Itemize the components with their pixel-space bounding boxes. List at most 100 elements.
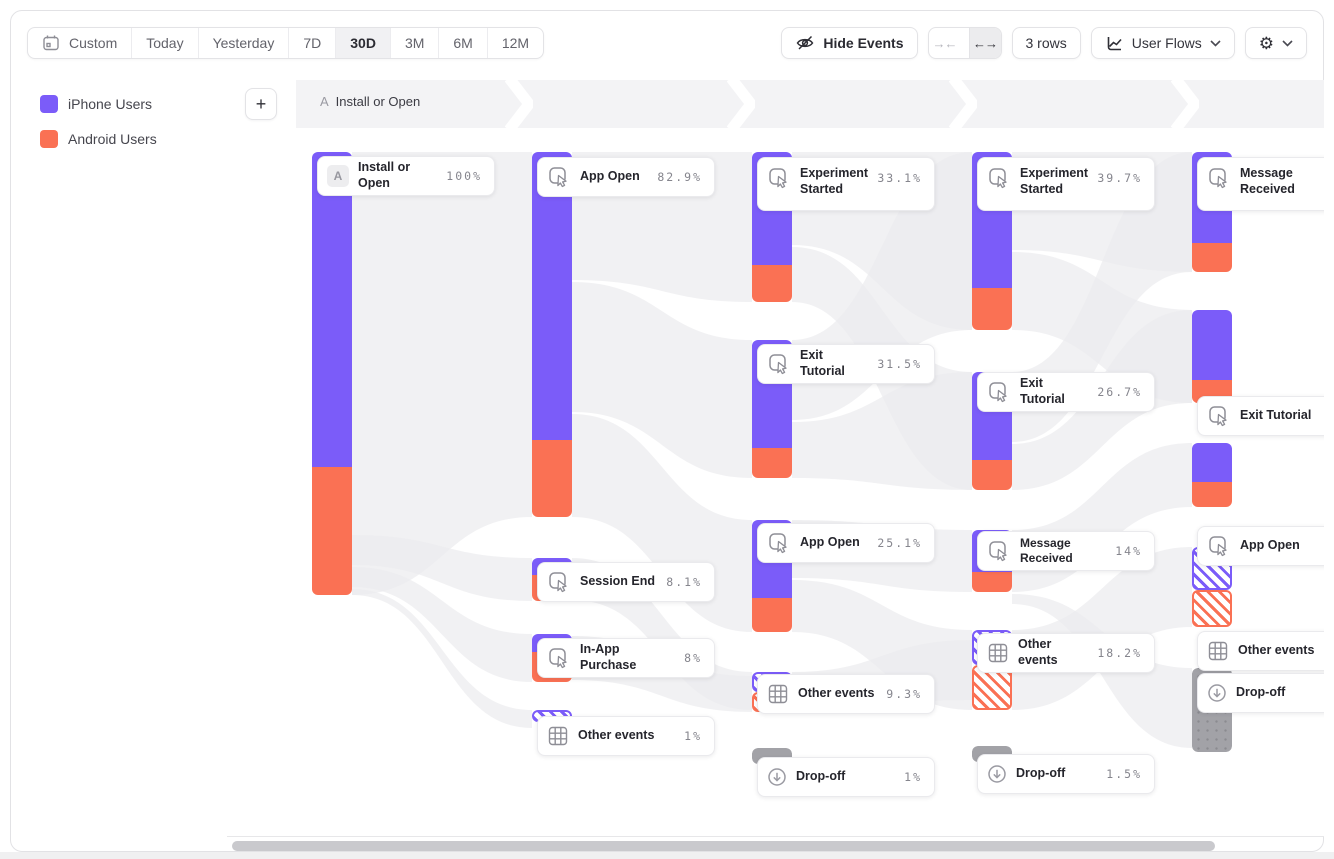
- flow-node-other-events[interactable]: Other events: [1197, 631, 1324, 671]
- collapse-columns-button[interactable]: →←: [932, 35, 958, 51]
- grid-icon: [1207, 640, 1229, 662]
- node-label: Drop-off: [1236, 685, 1286, 700]
- flow-node-exit-tutorial[interactable]: Exit Tutorial 31.5%: [757, 344, 935, 384]
- window-bottom-gutter: [0, 852, 1334, 859]
- add-step-button[interactable]: +: [245, 88, 277, 120]
- flow-node-drop-off[interactable]: Drop-off: [1197, 673, 1324, 713]
- flow-node-message-received[interactable]: Message Received 14%: [977, 531, 1155, 571]
- bar-segment-android: [752, 265, 792, 302]
- bar-segment-android-hatched: [1192, 590, 1232, 627]
- bar-segment-android: [1192, 482, 1232, 507]
- node-label: App Open: [800, 535, 860, 550]
- date-range-30d[interactable]: 30D: [336, 28, 391, 58]
- node-percent: 33.1%: [877, 171, 922, 185]
- node-label: Drop-off: [1016, 766, 1066, 781]
- grid-icon: [987, 642, 1009, 664]
- date-range-group: Custom Today Yesterday 7D 30D 3M 6M 12M: [27, 27, 545, 59]
- node-label: Experiment Started: [800, 166, 869, 196]
- breadcrumb-step-a[interactable]: A Install or Open: [320, 94, 420, 109]
- drop-off-icon: [1207, 683, 1227, 703]
- flow-node-drop-off[interactable]: Drop-off 1.5%: [977, 754, 1155, 794]
- legend-label: iPhone Users: [68, 96, 153, 112]
- legend-item-android-users[interactable]: Android Users: [40, 130, 157, 148]
- node-label: App Open: [1240, 538, 1300, 553]
- bar-segment-iphone: [312, 152, 352, 467]
- date-range-3m[interactable]: 3M: [391, 28, 440, 58]
- rows-button[interactable]: 3 rows: [1011, 27, 1081, 59]
- flow-node-exit-tutorial[interactable]: Exit Tutorial 26.7%: [977, 372, 1155, 412]
- flow-node-drop-off[interactable]: Drop-off 1%: [757, 757, 935, 797]
- drop-off-icon: [987, 764, 1007, 784]
- node-percent: 100%: [446, 169, 482, 183]
- event-click-icon: [767, 166, 791, 190]
- node-label: Message Received: [1020, 536, 1073, 565]
- flow-node-exit-tutorial[interactable]: Exit Tutorial: [1197, 396, 1324, 436]
- flow-node-message-received[interactable]: Message Received: [1197, 157, 1324, 211]
- flow-node-in-app-purchase[interactable]: In-App Purchase 8%: [537, 638, 715, 678]
- hide-events-button[interactable]: Hide Events: [781, 27, 918, 59]
- date-range-label: 6M: [453, 35, 473, 51]
- flow-node-experiment-started[interactable]: Experiment Started 39.7%: [977, 157, 1155, 211]
- flow-node-app-open[interactable]: App Open 82.9%: [537, 157, 715, 197]
- horizontal-scrollbar-thumb[interactable]: [232, 841, 1215, 851]
- event-click-icon: [987, 380, 1011, 404]
- date-range-label: Yesterday: [212, 35, 275, 51]
- date-range-6m[interactable]: 6M: [439, 28, 488, 58]
- settings-dropdown[interactable]: ⚙: [1244, 27, 1307, 59]
- drop-off-icon: [767, 767, 787, 787]
- node-percent: 82.9%: [657, 170, 702, 184]
- event-click-icon: [767, 352, 791, 376]
- bar-segment-android: [752, 598, 792, 632]
- flow-node-other-events[interactable]: Other events 18.2%: [977, 633, 1155, 673]
- chart-icon: [1105, 34, 1124, 53]
- bar-segment-android: [532, 440, 572, 517]
- flow-node-app-open[interactable]: App Open: [1197, 526, 1324, 566]
- node-label: Other events: [1018, 637, 1058, 667]
- node-label: Exit Tutorial: [1240, 408, 1312, 423]
- hide-events-label: Hide Events: [823, 35, 904, 51]
- bar-app-open[interactable]: [532, 152, 572, 517]
- node-label: Session End: [580, 574, 656, 589]
- step-breadcrumb-strip: A Install or Open: [296, 80, 1324, 128]
- node-percent: 8%: [684, 651, 702, 665]
- eye-off-icon: [795, 33, 815, 53]
- flow-node-install-or-open[interactable]: A Install or Open 100%: [317, 156, 495, 196]
- date-range-label: 7D: [303, 35, 322, 51]
- bar-exit-tutorial[interactable]: [1192, 310, 1232, 403]
- flow-node-experiment-started[interactable]: Experiment Started 33.1%: [757, 157, 935, 211]
- grid-icon: [547, 725, 569, 747]
- view-type-dropdown[interactable]: User Flows: [1090, 27, 1235, 59]
- bar-segment-iphone: [1192, 443, 1232, 482]
- legend-item-iphone-users[interactable]: iPhone Users: [40, 95, 152, 113]
- node-percent: 8.1%: [666, 575, 702, 589]
- node-percent: 1%: [684, 729, 702, 743]
- date-range-12m[interactable]: 12M: [488, 28, 543, 58]
- node-label: Other events: [578, 728, 655, 743]
- node-percent: 39.7%: [1097, 171, 1142, 185]
- node-percent: 1%: [904, 770, 922, 784]
- expand-columns-button[interactable]: ←→: [968, 28, 1001, 58]
- node-label: In-App Purchase: [580, 642, 637, 672]
- chevron-down-icon: [1210, 39, 1221, 47]
- event-click-icon: [1207, 534, 1231, 558]
- bar-app-open[interactable]: [1192, 443, 1232, 507]
- date-range-custom[interactable]: Custom: [28, 28, 133, 58]
- bar-segment-android: [312, 467, 352, 595]
- flow-node-other-events[interactable]: Other events 9.3%: [757, 674, 935, 714]
- flow-node-session-end[interactable]: Session End 8.1%: [537, 562, 715, 602]
- event-click-icon: [547, 646, 571, 670]
- bar-install-or-open[interactable]: [312, 152, 352, 595]
- date-range-yesterday[interactable]: Yesterday: [199, 28, 290, 58]
- date-range-today[interactable]: Today: [132, 28, 199, 58]
- bar-segment-android: [972, 288, 1012, 330]
- bar-segment-iphone: [1192, 310, 1232, 380]
- flow-node-other-events[interactable]: Other events 1%: [537, 716, 715, 756]
- event-click-icon: [987, 539, 1011, 563]
- date-range-7d[interactable]: 7D: [289, 28, 337, 58]
- date-range-label: 3M: [404, 35, 425, 51]
- flow-node-app-open[interactable]: App Open 25.1%: [757, 523, 935, 563]
- chevron-separator-icon: [949, 80, 977, 128]
- breadcrumb-step-letter: A: [320, 94, 329, 109]
- event-click-icon: [987, 166, 1011, 190]
